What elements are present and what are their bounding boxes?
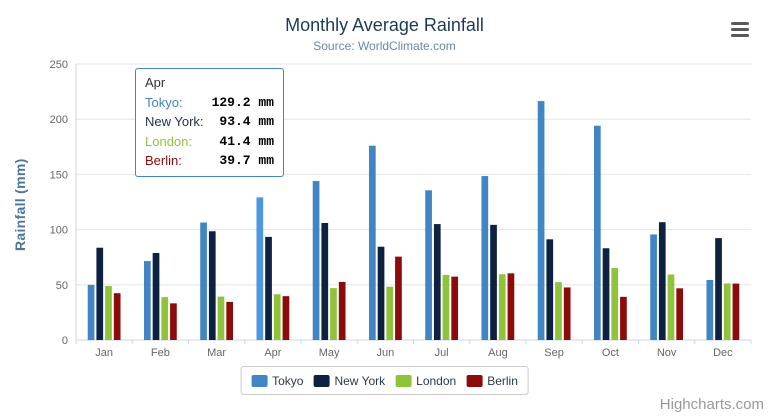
svg-text:Mar: Mar <box>207 347 226 359</box>
svg-text:May: May <box>319 347 340 359</box>
svg-text:100: 100 <box>50 225 68 237</box>
svg-text:200: 200 <box>50 114 68 126</box>
svg-text:Jul: Jul <box>435 347 449 359</box>
svg-text:Feb: Feb <box>151 347 170 359</box>
svg-text:Dec: Dec <box>713 347 733 359</box>
svg-text:150: 150 <box>50 169 68 181</box>
svg-text:Aug: Aug <box>488 347 508 359</box>
svg-text:250: 250 <box>50 59 68 71</box>
svg-text:Sep: Sep <box>544 347 564 359</box>
svg-text:0: 0 <box>62 335 68 347</box>
svg-text:Jan: Jan <box>95 347 113 359</box>
svg-text:Apr: Apr <box>264 347 281 359</box>
svg-text:Jun: Jun <box>377 347 395 359</box>
svg-text:Oct: Oct <box>602 347 619 359</box>
svg-text:Nov: Nov <box>657 347 677 359</box>
svg-text:50: 50 <box>56 280 68 292</box>
